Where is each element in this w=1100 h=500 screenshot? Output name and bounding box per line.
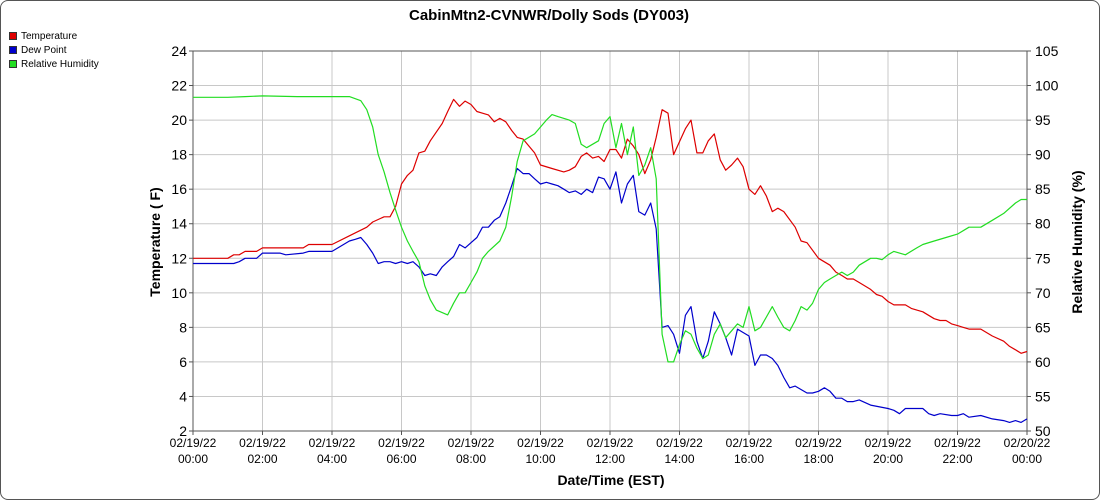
y2-tick-label: 85 — [1035, 181, 1051, 197]
y-tick-label: 16 — [171, 181, 187, 197]
x-tick-label-time: 06:00 — [386, 452, 416, 466]
y2-tick-label: 75 — [1035, 250, 1051, 266]
legend-item-temperature: Temperature — [9, 29, 99, 43]
y2-tick-label: 80 — [1035, 216, 1051, 232]
legend-swatch-dew-point — [9, 46, 17, 54]
y-tick-label: 18 — [171, 147, 187, 163]
y2-tick-label: 100 — [1035, 78, 1059, 94]
x-tick-label-date: 02/19/22 — [656, 436, 703, 450]
x-tick-label-date: 02/19/22 — [795, 436, 842, 450]
y-tick-label: 14 — [171, 216, 187, 232]
y-tick-label: 2 — [179, 423, 187, 439]
y2-tick-label: 60 — [1035, 354, 1051, 370]
x-tick-label-time: 02:00 — [247, 452, 277, 466]
y-tick-label: 6 — [179, 354, 187, 370]
y-tick-label: 12 — [171, 250, 187, 266]
legend: Temperature Dew Point Relative Humidity — [9, 29, 99, 71]
series-layer — [193, 95, 1028, 423]
series-line-relative-humidity — [193, 95, 1027, 363]
x-tick-label-date: 02/19/22 — [239, 436, 286, 450]
x-tick-label-time: 00:00 — [178, 452, 208, 466]
x-tick-label-time: 20:00 — [873, 452, 903, 466]
tick-labels: 02/19/22 00:00 02/19/22 02:00 02/19/22 04:00 0… — [170, 43, 1059, 466]
x-tick-label-time: 22:00 — [942, 452, 972, 466]
y2-tick-label: 90 — [1035, 147, 1051, 163]
x-tick-label-time: 12:00 — [595, 452, 625, 466]
chart-title: CabinMtn2-CVNWR/Dolly Sods (DY003) — [409, 7, 689, 24]
series-line-temperature — [193, 98, 1028, 354]
x-tick-label-date: 02/19/22 — [726, 436, 773, 450]
x-tick-label-date: 02/19/22 — [865, 436, 912, 450]
y2-tick-label: 105 — [1035, 43, 1059, 59]
x-tick-label-date: 02/19/22 — [170, 436, 217, 450]
x-tick-label-time: 18:00 — [803, 452, 833, 466]
x-tick-label-date: 02/20/22 — [1004, 436, 1051, 450]
y-tick-label: 8 — [179, 319, 187, 335]
x-axis-label: Date/Time (EST) — [557, 472, 664, 488]
x-tick-label-date: 02/19/22 — [378, 436, 425, 450]
y-tick-label: 24 — [171, 43, 187, 59]
y2-tick-label: 95 — [1035, 112, 1051, 128]
x-tick-label-date: 02/19/22 — [309, 436, 356, 450]
x-tick-label-time: 16:00 — [734, 452, 764, 466]
y2-tick-label: 50 — [1035, 423, 1051, 439]
series-line-dew-point — [193, 167, 1028, 423]
legend-swatch-temperature — [9, 32, 17, 40]
legend-item-dew-point: Dew Point — [9, 43, 99, 57]
y2-axis-label: Relative Humidity (%) — [1069, 170, 1085, 313]
x-tick-label-date: 02/19/22 — [448, 436, 495, 450]
y-axis-label: Temperature ( F) — [147, 187, 163, 296]
y-tick-label: 22 — [171, 78, 187, 94]
x-tick-label-time: 00:00 — [1012, 452, 1042, 466]
legend-label-dew-point: Dew Point — [21, 44, 67, 56]
x-tick-label-time: 14:00 — [664, 452, 694, 466]
x-tick-label-date: 02/19/22 — [587, 436, 634, 450]
y2-tick-label: 55 — [1035, 388, 1051, 404]
y-tick-label: 20 — [171, 112, 187, 128]
y-tick-label: 4 — [179, 388, 187, 404]
legend-label-relative-humidity: Relative Humidity — [21, 58, 99, 70]
x-tick-label-time: 04:00 — [317, 452, 347, 466]
legend-swatch-relative-humidity — [9, 60, 17, 68]
legend-label-temperature: Temperature — [21, 30, 78, 42]
y-tick-label: 10 — [171, 285, 187, 301]
x-tick-label-date: 02/19/22 — [934, 436, 981, 450]
y2-tick-label: 70 — [1035, 285, 1051, 301]
grid — [193, 51, 1027, 431]
x-tick-label-time: 10:00 — [525, 452, 555, 466]
legend-item-relative-humidity: Relative Humidity — [9, 57, 99, 71]
x-tick-label-date: 02/19/22 — [517, 436, 564, 450]
x-tick-label-time: 08:00 — [456, 452, 486, 466]
y2-tick-label: 65 — [1035, 319, 1051, 335]
